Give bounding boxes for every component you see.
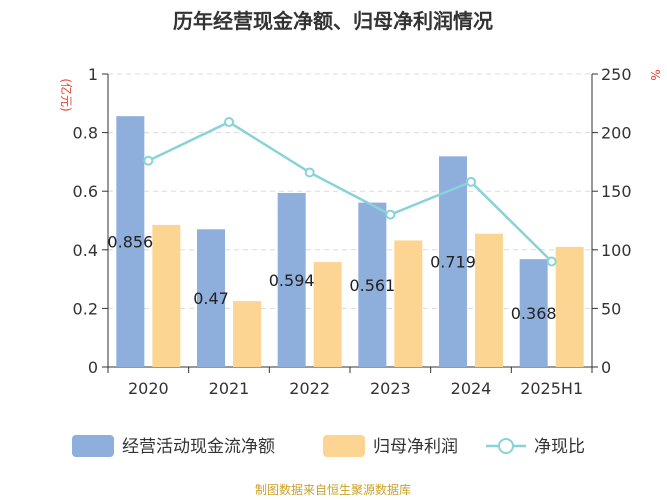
bar-operating-cash-flow: [358, 202, 387, 367]
data-label-operating-cash-flow: 0.719: [430, 253, 476, 272]
right-axis-unit: %: [648, 69, 662, 80]
legend-label-net-cash-ratio: 净现比: [534, 437, 585, 457]
left-axis-tick-label: 0.8: [73, 124, 98, 143]
x-axis-tick-label: 2020: [128, 379, 169, 398]
bar-series: [116, 116, 584, 367]
line-point-net-cash-ratio: [224, 117, 234, 128]
x-axis-tick-label: 2021: [209, 379, 250, 398]
bar-net-profit: [394, 240, 423, 367]
left-axis-tick-label: 0: [88, 358, 98, 377]
bar-net-profit: [233, 301, 261, 367]
x-axis-tick-label: 2022: [289, 379, 330, 398]
legend-swatch-operating-cash-flow: [72, 435, 114, 457]
bar-operating-cash-flow: [277, 192, 306, 367]
line-point-net-cash-ratio: [143, 155, 154, 166]
data-label-operating-cash-flow: 0.561: [349, 276, 395, 295]
right-axis-tick-label: 0: [601, 358, 611, 377]
source-note: 制图数据来自恒生聚源数据库: [255, 482, 411, 497]
data-labels: 0.856 0.47 0.594 0.561 0.719 0.368: [107, 233, 556, 323]
legend-label-operating-cash-flow: 经营活动现金流净额: [122, 437, 275, 457]
data-label-operating-cash-flow: 0.368: [511, 304, 557, 323]
bar-net-profit: [152, 224, 181, 367]
legend-marker-net-cash-ratio: [498, 438, 514, 454]
bar-net-profit: [475, 233, 503, 367]
data-label-operating-cash-flow: 0.594: [269, 271, 315, 290]
bar-operating-cash-flow: [116, 116, 145, 367]
left-axis-tick-label: 0.2: [73, 299, 98, 318]
bar-operating-cash-flow: [519, 259, 548, 367]
line-point-net-cash-ratio: [546, 256, 557, 267]
bar-operating-cash-flow: [197, 229, 225, 367]
legend-label-net-profit: 归母净利润: [373, 437, 458, 457]
right-axis-tick-label: 250: [601, 65, 632, 84]
x-axis-tick-label: 2023: [370, 379, 411, 398]
x-axis-tick-label: 2025H1: [520, 379, 583, 398]
line-point-net-cash-ratio: [304, 167, 315, 178]
axes: 0 0.2 0.4 0.6 0.8 1 0 50 100 150 200 250 (亿元)% 2020 20…: [59, 65, 662, 398]
x-axis-tick-label: 2024: [451, 379, 492, 398]
right-axis-tick-label: 100: [601, 241, 632, 260]
data-label-operating-cash-flow: 0.47: [193, 289, 229, 308]
gridlines: [108, 73, 592, 309]
line-net-cash-ratio: [147, 120, 553, 263]
legend: 经营活动现金流净额 归母净利润 净现比: [72, 435, 585, 457]
left-axis-tick-label: 1: [88, 65, 98, 84]
line-point-net-cash-ratio: [466, 176, 476, 187]
chart-title: 历年经营现金净额、归母净利润情况: [173, 9, 493, 33]
bar-net-profit: [313, 262, 342, 367]
right-axis-tick-label: 200: [601, 124, 632, 143]
legend-swatch-net-profit: [323, 435, 365, 457]
bar-net-profit: [555, 246, 584, 367]
left-axis-tick-label: 0.6: [73, 182, 98, 201]
line-series: [143, 117, 557, 267]
data-label-operating-cash-flow: 0.856: [107, 233, 153, 252]
bar-operating-cash-flow: [439, 156, 467, 367]
right-axis-tick-label: 50: [601, 299, 621, 318]
right-axis-tick-label: 150: [601, 182, 632, 201]
line-point-net-cash-ratio: [385, 209, 396, 220]
left-axis-tick-label: 0.4: [73, 241, 98, 260]
left-axis-unit: (亿元): [59, 78, 74, 111]
